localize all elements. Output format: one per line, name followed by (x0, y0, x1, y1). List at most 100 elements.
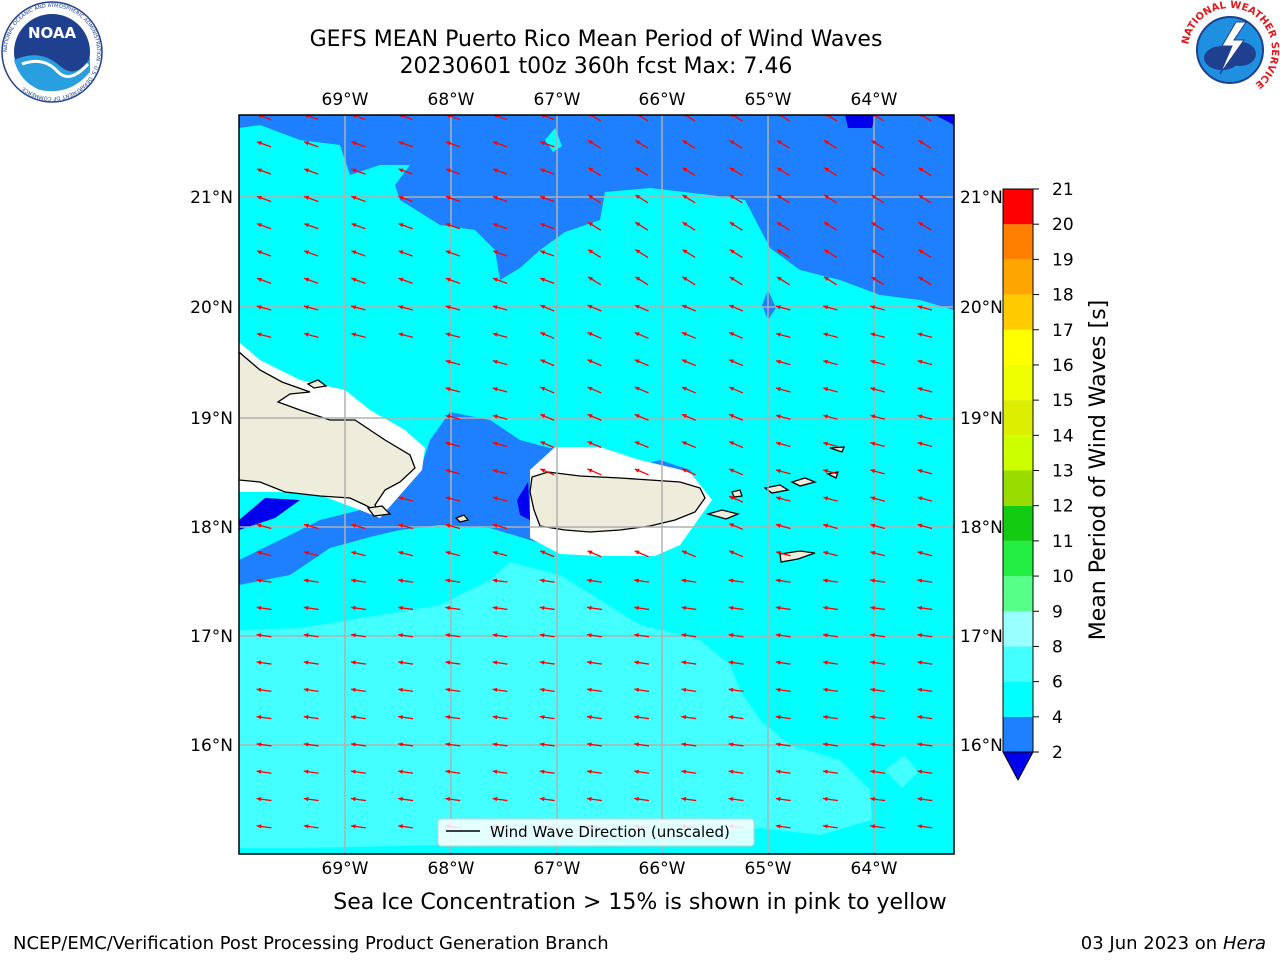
wave-direction-arrowhead (870, 796, 875, 802)
wave-direction-arrowhead (634, 386, 640, 391)
wave-direction-arrowhead (303, 332, 309, 337)
wave-direction-arrowhead (634, 605, 639, 611)
wave-direction-arrowhead (588, 249, 594, 254)
wave-direction-arrowhead (775, 496, 781, 501)
wave-direction-arrowhead (775, 742, 781, 747)
wave-direction-arrowhead (303, 305, 309, 310)
lon-labels-bottom: 69°W 68°W 67°W 66°W 65°W 64°W (322, 859, 898, 879)
wave-direction-arrowhead (775, 633, 781, 638)
wave-direction-arrowhead (823, 387, 829, 392)
lon-label-top: 64°W (851, 90, 898, 110)
wave-direction-arrowhead (350, 633, 356, 638)
wave-direction-arrowhead (635, 222, 641, 227)
wave-direction-arrowhead (586, 796, 592, 802)
wave-direction-arrowhead (729, 496, 735, 501)
wave-direction-arrowhead (351, 332, 357, 337)
wave-direction-arrowhead (445, 359, 451, 365)
wave-direction-arrowhead (681, 441, 687, 446)
wave-direction-arrowhead (539, 769, 545, 774)
wave-direction-arrowhead (917, 796, 923, 802)
wave-direction-arrowhead (588, 276, 594, 282)
wave-direction-arrowhead (870, 441, 876, 446)
wave-direction-arrowhead (728, 605, 734, 611)
wave-direction-arrowhead (776, 276, 782, 282)
wave-direction-arrowhead (776, 167, 782, 172)
wave-direction-arrowhead (445, 633, 451, 638)
wave-direction-arrow (873, 115, 885, 122)
wave-direction-arrowhead (540, 332, 546, 337)
wave-direction-arrowhead (256, 660, 262, 665)
wave-direction-arrowhead (634, 769, 639, 774)
lat-label-right: 16°N (960, 736, 1003, 756)
wave-direction-arrowhead (304, 250, 310, 255)
wave-direction-arrowhead (918, 194, 924, 200)
wave-direction-arrowhead (351, 115, 356, 119)
wave-direction-arrowhead (587, 359, 593, 364)
wave-direction-arrowhead (775, 687, 781, 693)
wave-direction-arrowhead (728, 578, 734, 583)
wave-direction-arrowhead (681, 796, 687, 802)
wave-direction-arrowhead (822, 687, 828, 693)
wave-direction-arrowhead (729, 386, 735, 391)
wave-direction-arrowhead (445, 660, 451, 665)
wave-direction-arrowhead (823, 469, 829, 474)
wave-direction-arrowhead (870, 414, 876, 419)
wave-direction-arrow (778, 115, 790, 122)
wave-direction-arrowhead (776, 140, 782, 145)
band-below-2-mona (517, 482, 530, 520)
lon-label-top: 67°W (534, 90, 581, 110)
wave-direction-arrowhead (870, 550, 876, 556)
wave-direction-arrowhead (351, 195, 357, 200)
wave-direction-arrowhead (918, 167, 924, 172)
wave-direction-arrowhead (918, 276, 924, 282)
wave-direction-arrow (731, 115, 743, 122)
wave-direction-arrowhead (729, 550, 735, 555)
wave-direction-arrowhead (445, 742, 451, 747)
wave-direction-arrowhead (870, 715, 875, 720)
sea-ice-note: Sea Ice Concentration > 15% is shown in … (333, 890, 947, 915)
wave-direction-arrowhead (303, 715, 309, 720)
wave-direction-arrowhead (823, 305, 829, 310)
wave-direction-arrowhead (586, 687, 592, 693)
wave-direction-arrow (637, 115, 649, 122)
wave-direction-arrowhead (870, 359, 876, 365)
wave-direction-arrowhead (587, 441, 593, 446)
wave-direction-arrowhead (871, 140, 877, 145)
wave-direction-arrowhead (492, 496, 498, 501)
wave-direction-arrowhead (917, 578, 923, 583)
wave-direction-arrowhead (492, 469, 498, 474)
lat-label-left: 16°N (190, 736, 233, 756)
wave-direction-arrowhead (350, 660, 356, 665)
wave-direction-arrowhead (398, 195, 404, 200)
lat-label-right: 19°N (960, 409, 1003, 429)
lat-label-left: 19°N (190, 409, 233, 429)
wave-direction-arrowhead (350, 796, 356, 802)
wave-direction-arrowhead (492, 441, 498, 446)
wave-direction-arrowhead (256, 277, 262, 282)
wave-direction-arrowhead (729, 523, 735, 528)
wave-direction-arrowhead (870, 660, 875, 665)
wave-direction-arrowhead (682, 249, 688, 254)
wave-direction-arrowhead (822, 769, 828, 774)
wave-direction-arrowhead (823, 332, 829, 337)
wave-direction-arrowhead (775, 332, 781, 337)
wave-direction-arrowhead (445, 715, 451, 720)
wave-direction-arrowhead (493, 115, 498, 119)
footer-date: 03 Jun 2023 on Hera (1081, 933, 1266, 954)
wave-direction-arrowhead (870, 332, 876, 337)
wave-direction-arrowhead (917, 824, 923, 829)
wave-direction-arrowhead (492, 578, 498, 583)
wave-direction-arrowhead (824, 222, 830, 227)
culebra-island (731, 489, 743, 498)
wave-direction-arrowhead (492, 633, 498, 638)
wave-direction-arrowhead (917, 742, 923, 747)
wave-direction-arrowhead (681, 414, 687, 419)
wave-direction-arrowhead (445, 769, 451, 774)
wave-direction-arrowhead (398, 687, 403, 693)
lon-label-bottom: 66°W (639, 859, 686, 879)
wave-direction-arrowhead (681, 769, 687, 774)
tortuga-island (306, 379, 328, 389)
wave-direction-arrowhead (870, 769, 875, 774)
wave-direction-arrowhead (539, 742, 545, 747)
wave-direction-arrowhead (540, 359, 546, 364)
